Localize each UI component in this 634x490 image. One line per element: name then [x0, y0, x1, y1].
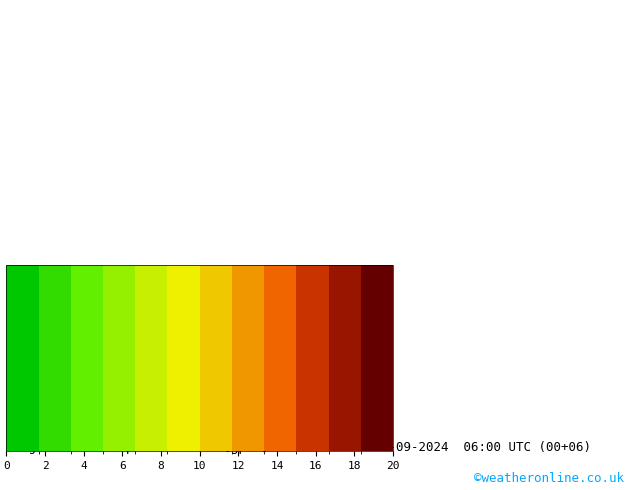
- Text: Height 500 hPa Spread mean+σ [gpdm]  GFS ENS  Su 22-09-2024  06:00 UTC (00+06): Height 500 hPa Spread mean+σ [gpdm] GFS …: [6, 441, 592, 454]
- Text: ©weatheronline.co.uk: ©weatheronline.co.uk: [474, 472, 624, 485]
